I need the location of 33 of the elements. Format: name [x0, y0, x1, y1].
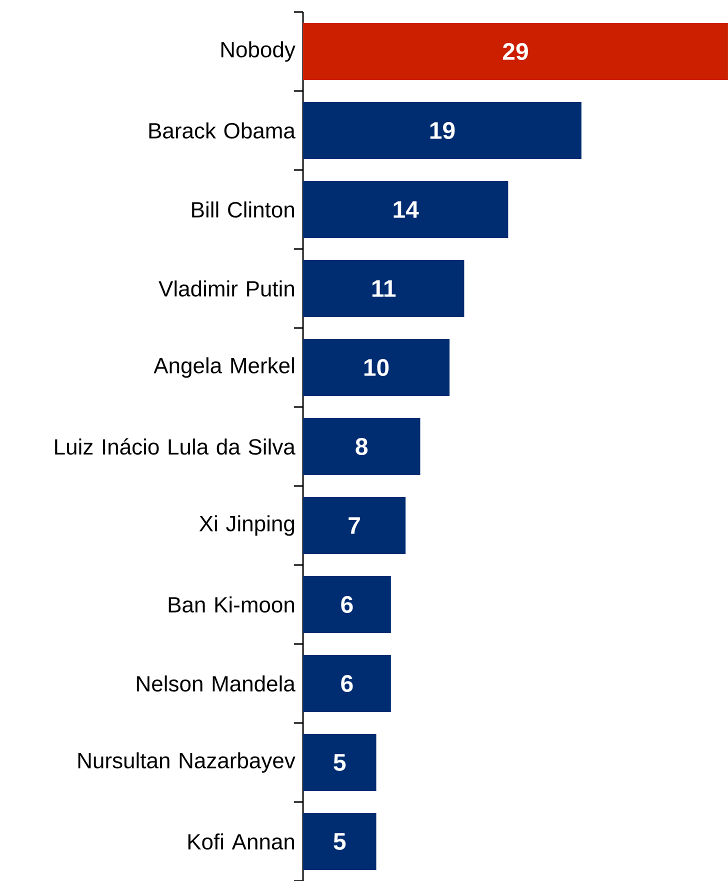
y-tick-label: Xi Jinping — [199, 515, 294, 536]
data-label: 29 — [502, 43, 528, 60]
y-tick-label: Angela Merkel — [154, 357, 294, 378]
bar — [302, 576, 391, 634]
data-label: 10 — [364, 359, 389, 376]
data-label: 7 — [348, 517, 360, 534]
y-tick-label: Vladimir Putin — [158, 280, 294, 297]
bar — [302, 655, 391, 712]
bar — [302, 260, 464, 318]
data-label: 11 — [372, 280, 396, 297]
bar — [302, 23, 728, 80]
y-tick-label: Nelson Mandela — [137, 675, 296, 692]
y-tick-label: Ban Ki-moon — [168, 596, 294, 613]
y-tick-label: Barack Obama — [149, 122, 296, 139]
y-tick-label: Kofi Annan — [188, 833, 294, 850]
bar — [302, 813, 376, 870]
data-label: 6 — [341, 596, 353, 613]
data-label: 19 — [430, 122, 455, 140]
y-tick-label: Bill Clinton — [192, 201, 294, 218]
bar — [302, 734, 376, 791]
y-tick-label: Luiz Inácio Lula da Silva — [55, 438, 296, 455]
bar — [302, 181, 508, 238]
data-label: 6 — [341, 675, 353, 692]
data-label: 5 — [334, 754, 346, 771]
bar — [302, 339, 450, 396]
y-tick-label: Nobody — [221, 41, 296, 62]
data-label: 8 — [356, 438, 368, 456]
bar — [302, 497, 406, 554]
data-label: 14 — [394, 201, 419, 218]
y-tick-label: Nursultan Nazarbayev — [78, 752, 296, 773]
bar — [302, 418, 420, 476]
bar — [302, 102, 582, 160]
data-label: 5 — [334, 833, 346, 850]
